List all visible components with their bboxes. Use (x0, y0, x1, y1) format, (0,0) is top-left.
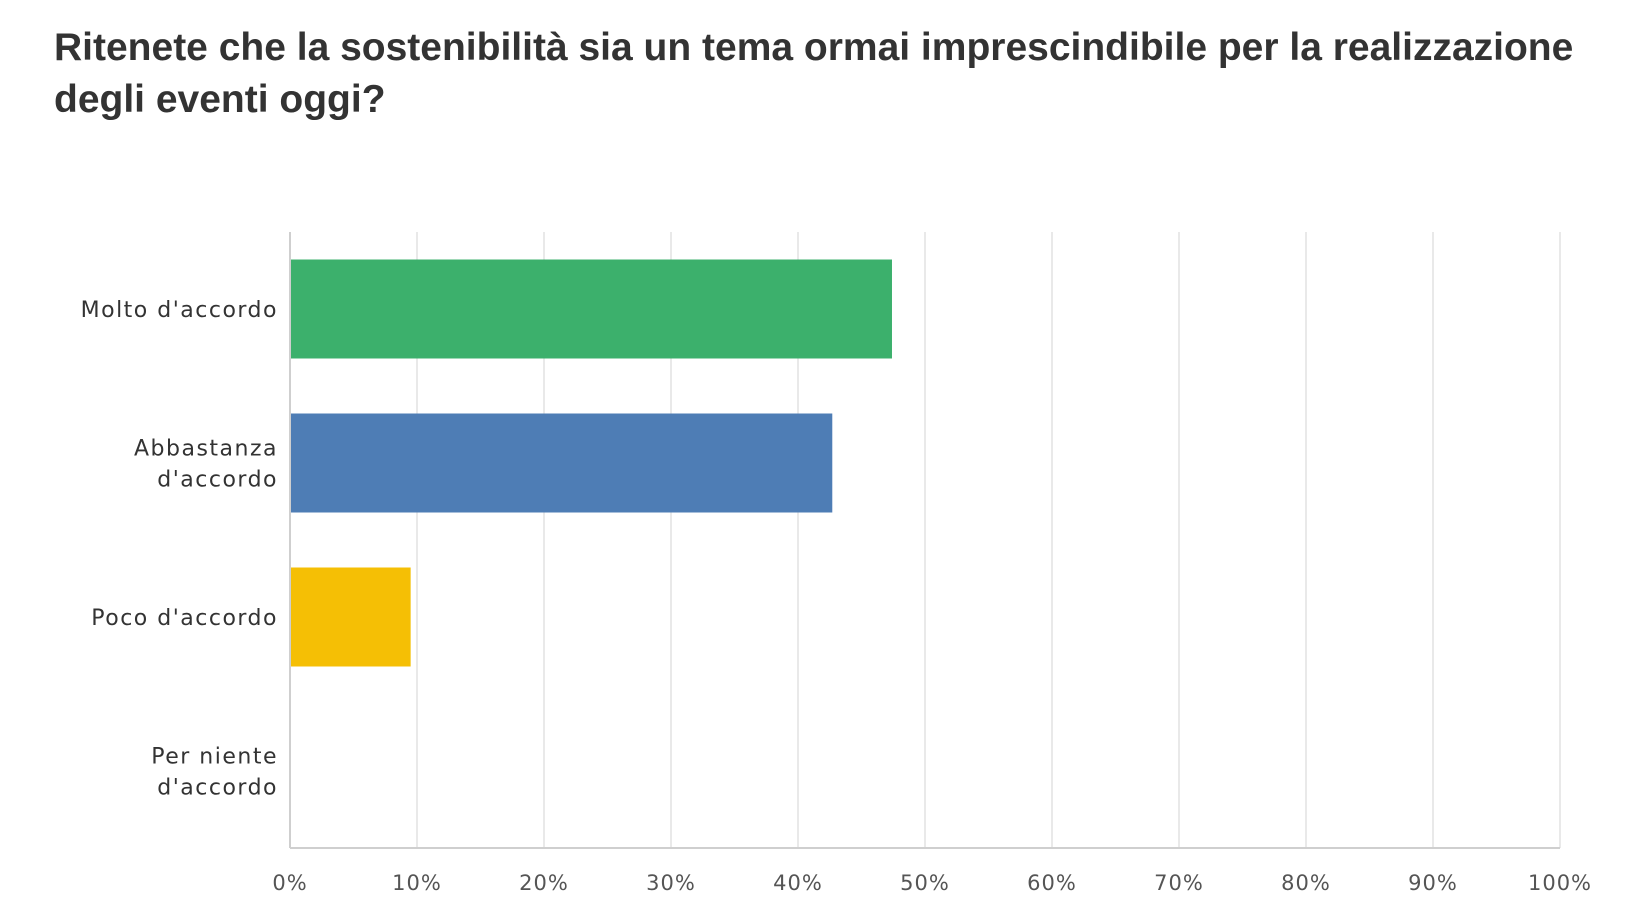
axes (289, 232, 1560, 849)
bar-1 (291, 413, 833, 513)
category-label-1-line-0: Abbastanza (134, 437, 278, 462)
x-tick-label-60: 60% (1027, 871, 1077, 895)
category-label-3-line-1: d'accordo (157, 776, 278, 801)
category-label-0: Molto d'accordo (81, 298, 278, 323)
category-label-3: Per niente d'accordo (151, 745, 278, 801)
x-tick-label-0: 0% (272, 871, 307, 895)
x-tick-label-90: 90% (1408, 871, 1458, 895)
category-label-3-line-0: Per niente (151, 745, 278, 770)
bar-2 (291, 567, 411, 667)
x-tick-label-30: 30% (646, 871, 696, 895)
category-label-2: Poco d'accordo (91, 606, 278, 631)
category-label-0-line-0: Molto d'accordo (81, 298, 278, 323)
category-label-1-line-1: d'accordo (157, 468, 278, 493)
chart-title: Ritenete che la sostenibilità sia un tem… (54, 26, 1574, 121)
x-tick-label-100: 100% (1528, 871, 1592, 895)
category-labels: Molto d'accordo Abbastanza d'accordo Poco d… (81, 298, 278, 801)
category-label-1: Abbastanza d'accordo (134, 437, 278, 493)
grid-lines (416, 232, 1561, 848)
category-label-2-line-0: Poco d'accordo (91, 606, 278, 631)
bars (291, 259, 892, 667)
x-tick-label-50: 50% (900, 871, 950, 895)
x-tick-label-70: 70% (1154, 871, 1204, 895)
x-tick-label-40: 40% (773, 871, 823, 895)
x-tick-label-80: 80% (1281, 871, 1331, 895)
x-tick-label-10: 10% (392, 871, 442, 895)
x-tick-label-20: 20% (519, 871, 569, 895)
bar-0 (291, 259, 892, 359)
x-tick-labels: 0% 10% 20% 30% 40% 50% 60% 70% 80% 90% 100% (272, 871, 1592, 895)
